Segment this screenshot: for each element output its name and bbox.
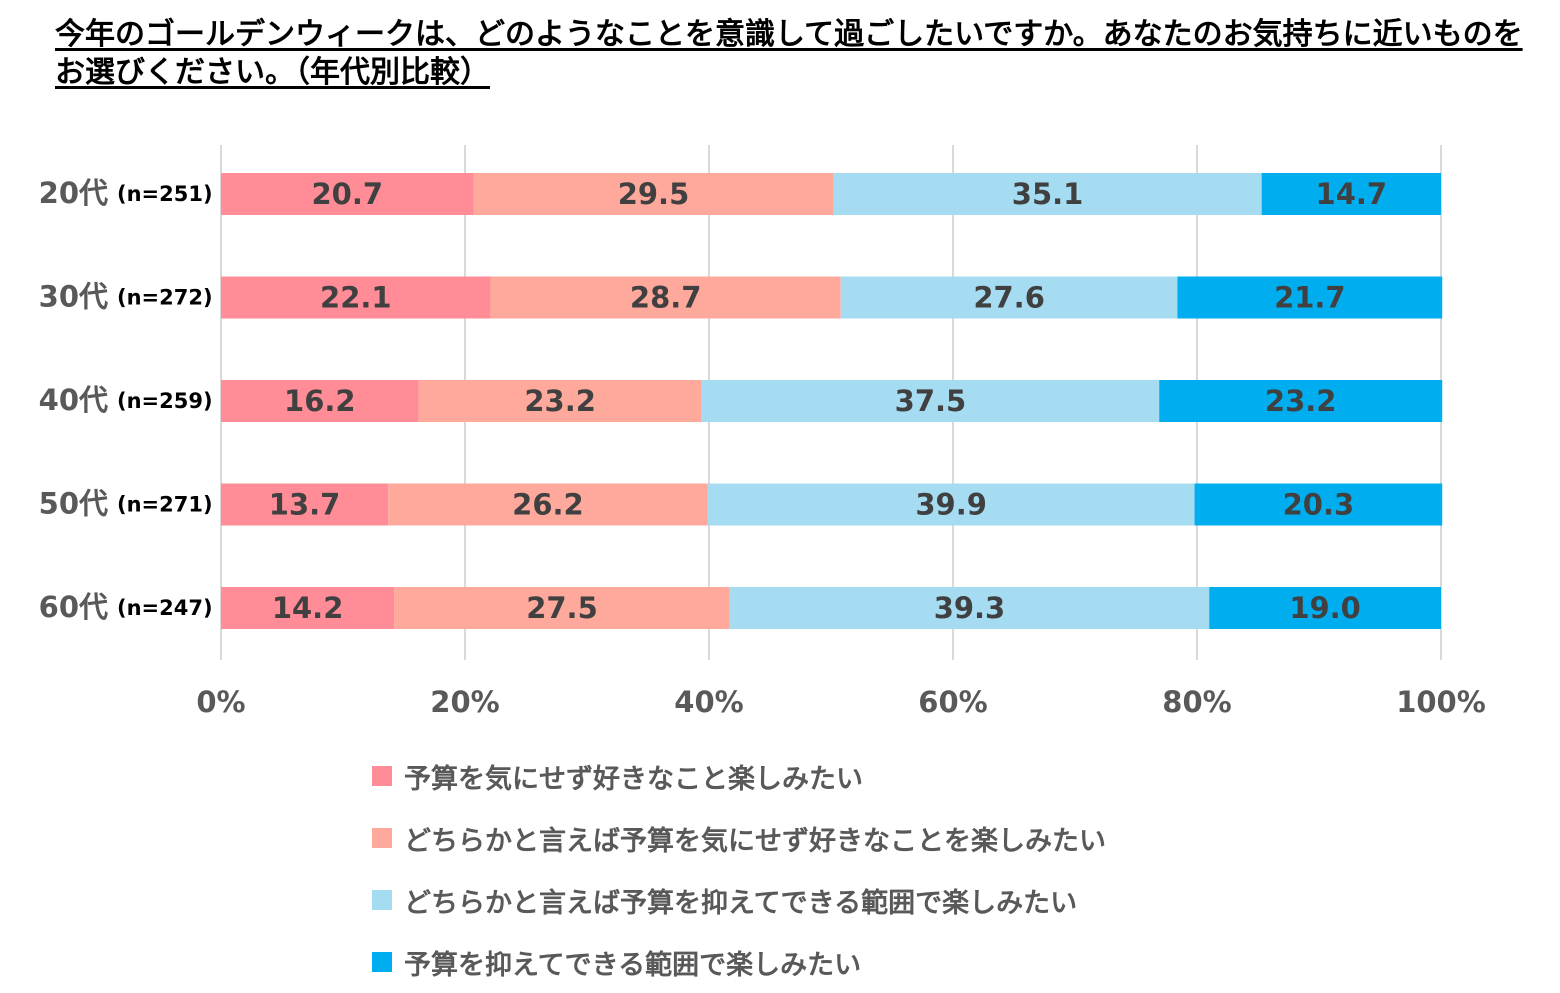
sample-size-label: (n=259) [117,389,213,413]
sample-size-label: (n=271) [117,493,213,517]
legend-item: どちらかと言えば予算を抑えてできる範囲で楽しみたい [372,869,1106,931]
bar-segment [388,483,708,526]
data-label: 29.5 [618,177,690,211]
bar-segment [221,483,389,526]
bar-segment [701,380,1160,422]
bar-segment [418,380,702,422]
data-label: 27.6 [973,281,1045,315]
data-label: 39.9 [915,488,987,522]
bar-segment [221,173,474,215]
data-label: 27.5 [526,591,598,625]
bars [221,173,1443,629]
legend-swatch [372,828,392,848]
data-label: 16.2 [284,384,356,418]
data-label: 22.1 [320,281,392,315]
x-tick-label: 60% [918,685,987,719]
category-label: 60代 [39,590,108,624]
bar-segment [1177,276,1443,319]
legend-label: どちらかと言えば予算を抑えてできる範囲で楽しみたい [404,887,1078,919]
legend-swatch [372,766,392,786]
category-label: 40代 [39,383,108,417]
data-label: 35.1 [1012,177,1084,211]
bar-segment [1194,483,1443,526]
data-label: 21.7 [1274,281,1346,315]
bar-segment [221,276,491,319]
data-label: 13.7 [269,488,341,522]
legend-label: 予算を抑えてできる範囲で楽しみたい [404,949,862,981]
data-label: 28.7 [630,281,702,315]
x-tick-label: 0% [196,685,245,719]
x-tick-labels: 0% 20% 40% 60% 80% 100% [196,685,1485,719]
data-label: 37.5 [895,384,967,418]
bar-segment [473,173,834,215]
data-label: 19.0 [1289,591,1361,625]
legend-swatch [372,890,392,910]
bar-segment [729,587,1210,629]
bar-segment [221,380,419,422]
data-label: 20.3 [1283,488,1355,522]
category-labels: 20代 (n=251) 30代 (n=272) 40代 (n=259) 50代 (n=271)… [39,176,213,624]
legend-label: どちらかと言えば予算を気にせず好きなことを楽しみたい [404,825,1106,857]
bar-segment [1159,380,1443,422]
legend-swatch [372,952,392,972]
data-label: 39.3 [934,591,1006,625]
data-label: 20.7 [311,177,383,211]
value-labels: 20.7 29.5 35.1 14.7 22.1 28.7 27.6 21.7 16.2 23.2… [269,177,1387,625]
data-label: 26.2 [512,488,584,522]
sample-size-label: (n=247) [117,596,213,620]
legend-item: どちらかと言えば予算を気にせず好きなことを楽しみたい [372,807,1106,869]
legend: 予算を気にせず好きなこと楽しみたいどちらかと言えば予算を気にせず好きなことを楽し… [372,745,1106,993]
data-label: 23.2 [524,384,596,418]
x-tick-label: 80% [1162,685,1231,719]
legend-item: 予算を抑えてできる範囲で楽しみたい [372,931,1106,993]
sample-size-label: (n=272) [117,286,213,310]
category-label: 30代 [39,280,108,314]
chart-title: 今年のゴールデンウィークは、どのようなことを意識して過ごしたいですか。あなたのお… [55,17,1523,91]
bar-segment [833,173,1262,215]
data-label: 14.2 [272,591,344,625]
x-tick-label: 40% [674,685,743,719]
category-label: 20代 [39,176,108,210]
data-label: 14.7 [1316,177,1388,211]
bar-segment [1261,173,1441,215]
bar-segment [394,587,730,629]
legend-item: 予算を気にせず好きなこと楽しみたい [372,745,1106,807]
legend-label: 予算を気にせず好きなこと楽しみたい [404,763,863,795]
bar-segment [221,587,395,629]
x-tick-label: 20% [430,685,499,719]
bar-segment [1209,587,1441,629]
category-label: 50代 [39,487,108,521]
bar-segment [707,483,1195,526]
x-tick-label: 100% [1396,685,1486,719]
bar-segment [490,276,841,319]
sample-size-label: (n=251) [117,182,213,206]
bar-segment [840,276,1178,319]
data-label: 23.2 [1265,384,1337,418]
